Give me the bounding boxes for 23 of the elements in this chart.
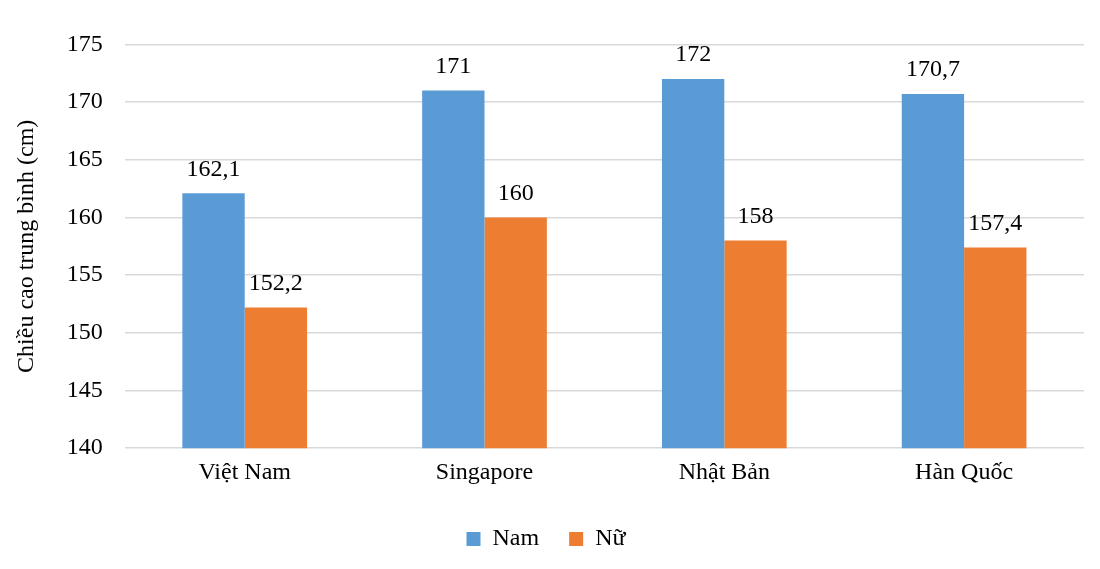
y-tick-label: 165	[66, 145, 103, 172]
x-tick-label: Hàn Quốc	[915, 457, 1014, 484]
y-tick-label: 175	[66, 29, 103, 56]
data-label: 158	[737, 201, 774, 228]
y-tick-label: 155	[66, 260, 103, 287]
data-label: 172	[675, 40, 712, 67]
x-tick-label: Việt Nam	[198, 457, 292, 484]
data-label: 152,2	[248, 268, 303, 295]
data-label: 171	[435, 51, 472, 78]
data-label: 157,4	[968, 208, 1023, 235]
data-label: 170,7	[905, 55, 960, 82]
x-tick-label: Singapore	[435, 457, 534, 484]
y-tick-label: 170	[66, 87, 103, 114]
y-tick-label: 150	[66, 318, 103, 345]
data-label: 162,1	[186, 154, 241, 181]
y-axis-title: Chiều cao trung bình (cm)	[11, 119, 38, 373]
y-tick-label: 140	[66, 433, 103, 460]
x-tick-label: Nhật Bản	[678, 457, 770, 484]
data-label: 160	[497, 178, 534, 205]
y-tick-label: 160	[66, 202, 103, 229]
legend-label: Nữ	[595, 524, 627, 551]
legend-label: Nam	[492, 524, 540, 551]
y-tick-label: 145	[66, 375, 103, 402]
